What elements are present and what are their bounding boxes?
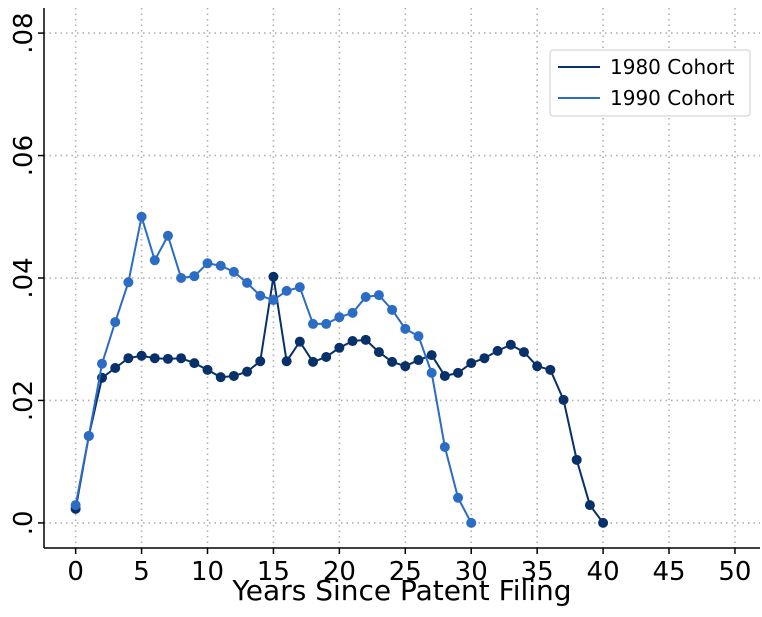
y-tick-label: .08 (9, 12, 39, 53)
data-point (334, 312, 345, 323)
data-point (228, 266, 239, 277)
data-point (373, 347, 384, 358)
data-point (387, 356, 398, 367)
data-point (202, 364, 213, 375)
data-point (466, 358, 477, 369)
x-tick-label: 25 (389, 557, 422, 587)
x-tick-label: 40 (587, 557, 620, 587)
data-point (545, 364, 556, 375)
data-point (255, 356, 266, 367)
x-tick-label: 20 (323, 557, 356, 587)
data-point (162, 353, 173, 364)
data-point (228, 370, 239, 381)
data-point (136, 211, 147, 222)
y-tick-label: .02 (9, 380, 39, 421)
x-tick-label: 45 (652, 557, 685, 587)
data-point (242, 277, 253, 288)
x-tick-label: 50 (718, 557, 751, 587)
data-point (571, 454, 582, 465)
data-point (268, 271, 279, 282)
x-axis-label: Years Since Patent Filing (231, 574, 571, 607)
legend: 1980 Cohort 1990 Cohort (549, 49, 751, 117)
data-point (215, 260, 226, 271)
data-point (439, 370, 450, 381)
data-point (466, 517, 477, 528)
data-point (176, 353, 187, 364)
data-point (97, 358, 108, 369)
data-point (426, 350, 437, 361)
data-point (584, 500, 595, 511)
x-tick-label: 5 (133, 557, 150, 587)
y-tick-label: .04 (9, 257, 39, 298)
data-point (413, 331, 424, 342)
data-point (294, 336, 305, 347)
data-point (268, 295, 279, 306)
data-point (598, 517, 609, 528)
x-tick-label: 30 (455, 557, 488, 587)
x-tick-label: 15 (257, 557, 290, 587)
data-point (189, 271, 200, 282)
data-point (255, 290, 266, 301)
data-point (492, 345, 503, 356)
data-point (558, 394, 569, 405)
data-point (162, 230, 173, 241)
data-point (360, 291, 371, 302)
data-point (426, 367, 437, 378)
data-point (400, 361, 411, 372)
data-point (281, 285, 292, 296)
legend-label: 1990 Cohort (610, 86, 735, 110)
data-point (453, 367, 464, 378)
data-point (136, 350, 147, 361)
data-point (176, 273, 187, 283)
data-point (123, 277, 134, 288)
data-point (307, 356, 318, 367)
data-point (110, 317, 121, 328)
data-point (400, 323, 411, 334)
data-point (321, 318, 332, 329)
legend-label: 1980 Cohort (610, 55, 735, 79)
data-point (83, 430, 94, 441)
data-point (347, 336, 358, 347)
data-point (149, 353, 160, 364)
x-tick-label: 10 (191, 557, 224, 587)
data-point (479, 353, 490, 364)
data-point (307, 318, 318, 329)
data-point (281, 356, 292, 367)
data-point (453, 492, 464, 503)
data-point (413, 355, 424, 366)
data-point (189, 358, 200, 369)
data-point (110, 363, 121, 373)
x-tick-label: 0 (67, 557, 84, 587)
data-point (202, 258, 213, 269)
data-point (294, 282, 305, 293)
data-point (123, 353, 134, 364)
data-point (347, 307, 358, 318)
data-point (70, 500, 81, 511)
y-tick-label: .06 (9, 135, 39, 176)
data-point (149, 255, 160, 266)
data-point (532, 361, 543, 372)
data-point (360, 334, 371, 345)
data-point (387, 304, 398, 315)
data-point (321, 351, 332, 362)
data-point (439, 441, 450, 452)
x-tick-label: 35 (521, 557, 554, 587)
data-point (215, 372, 226, 383)
data-point (242, 366, 253, 377)
data-point (518, 347, 529, 358)
data-point (334, 342, 345, 353)
data-point (505, 339, 516, 350)
y-tick-label: .0 (9, 510, 39, 535)
data-point (373, 290, 384, 301)
